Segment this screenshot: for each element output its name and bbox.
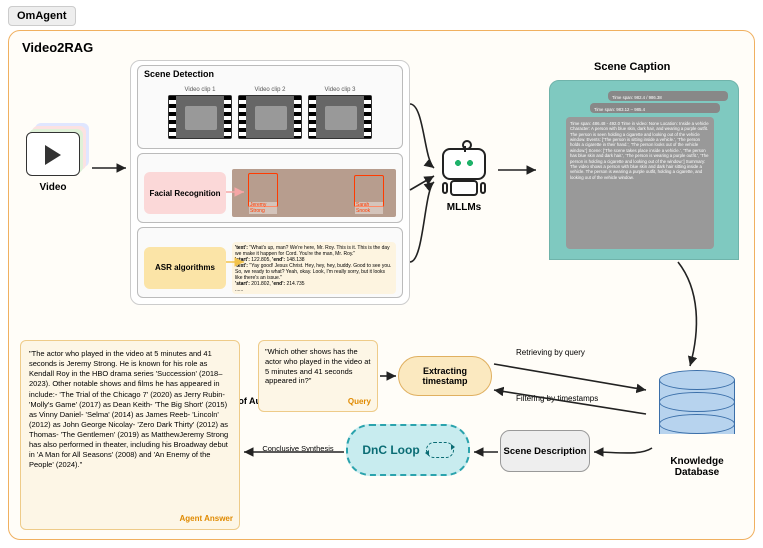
text-audio-box: Text Representation of Audio ASR algorit… — [137, 227, 403, 298]
clip-2: Video clip 2 — [238, 87, 302, 139]
caption-card-back: Time span: 982.4 / 986.38 — [608, 91, 728, 101]
scene-caption-panel: Scene Caption Time span: 982.4 / 986.38 … — [549, 80, 739, 260]
knowledge-database-icon — [659, 370, 735, 450]
visual-prompting-box: Visual Prompting Facial Recognition Jere… — [137, 153, 403, 223]
agent-answer-tag: Agent Answer — [180, 514, 234, 525]
video-icon — [26, 132, 80, 176]
scene-detection-box: Scene Detection Video clip 1 Video clip … — [137, 65, 403, 149]
query-box: "Which other shows has the actor who pla… — [258, 340, 378, 412]
video-input-block: Video — [26, 132, 80, 193]
clip-1: Video clip 1 — [168, 87, 232, 139]
agent-answer-box: "The actor who played in the video at 5 … — [20, 340, 240, 530]
scene-description-node: Scene Description — [500, 430, 590, 472]
photo-with-faces: Jeremy Strong Sarah Snook — [232, 169, 396, 217]
diagram-root: OmAgent Video2RAG Video Scene Detection … — [0, 0, 763, 548]
caption-card-front: Time span: 486.48 - 492.0 Time in video:… — [566, 117, 714, 249]
preprocessing-panel: Scene Detection Video clip 1 Video clip … — [130, 60, 410, 305]
extracting-timestamp-node: Extracting timestamp — [398, 356, 492, 396]
loop-icon — [426, 442, 454, 458]
mllm-label: MLLMs — [447, 202, 481, 213]
scene-caption-title: Scene Caption — [594, 61, 670, 73]
dnc-loop-node: DnC Loop — [346, 424, 470, 476]
robot-icon — [434, 140, 494, 196]
filmstrip-icon — [168, 95, 232, 139]
filmstrip-icon — [308, 95, 372, 139]
video-label: Video — [39, 182, 66, 193]
query-tag: Query — [348, 397, 371, 407]
system-tag: OmAgent — [8, 6, 76, 26]
facial-recognition-pill: Facial Recognition — [144, 172, 226, 214]
clip-3: Video clip 3 — [308, 87, 372, 139]
filmstrip-icon — [238, 95, 302, 139]
asr-transcript: 'text': "What's up, man? We're here, Mr.… — [232, 242, 396, 294]
filtering-label: Filtering by timestamps — [516, 394, 598, 403]
mllm-block: MLLMs — [434, 140, 494, 213]
asr-pill: ASR algorithms — [144, 247, 226, 289]
conclusive-synthesis-label: Conclusive Synthesis — [262, 444, 334, 453]
retrieving-label: Retrieving by query — [516, 348, 585, 357]
scene-detection-title: Scene Detection — [144, 69, 214, 79]
caption-card-mid: Time span: 983.12 – 985.4 — [590, 103, 720, 113]
knowledge-database-label: Knowledge Database — [655, 456, 739, 478]
video2rag-label: Video2RAG — [22, 40, 93, 55]
